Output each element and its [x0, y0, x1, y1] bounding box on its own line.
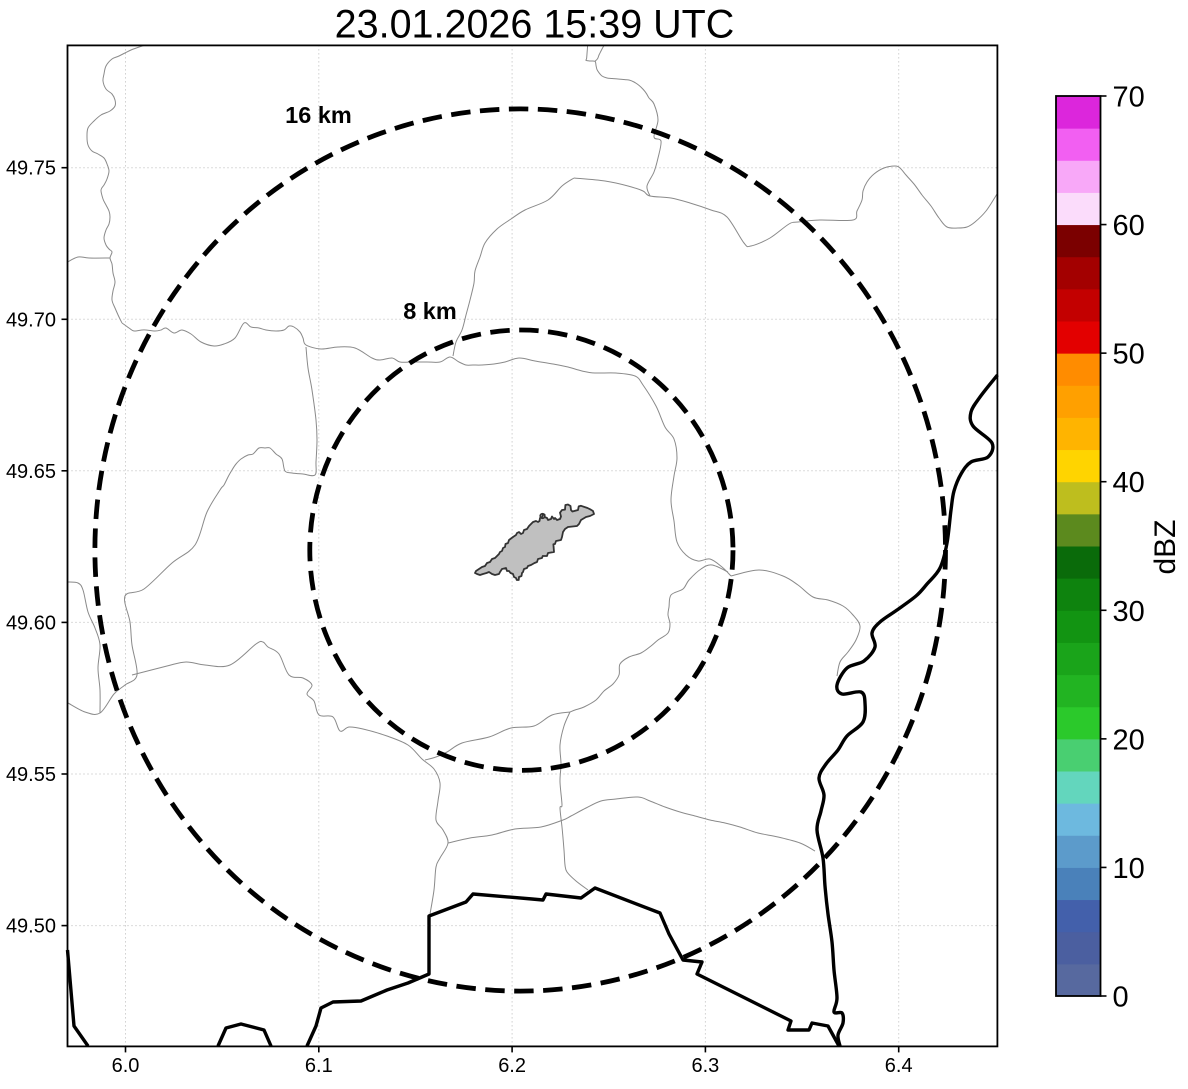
svg-text:49.75: 49.75	[6, 158, 56, 180]
svg-text:6.3: 6.3	[691, 1055, 719, 1077]
svg-text:49.65: 49.65	[6, 461, 56, 483]
svg-text:50: 50	[1113, 339, 1145, 371]
svg-text:20: 20	[1113, 724, 1145, 756]
svg-text:6.1: 6.1	[305, 1055, 333, 1077]
svg-text:49.55: 49.55	[6, 764, 56, 786]
svg-text:30: 30	[1113, 596, 1145, 628]
svg-text:49.60: 49.60	[6, 612, 56, 634]
svg-text:49.50: 49.50	[6, 916, 56, 938]
svg-text:40: 40	[1113, 467, 1145, 499]
svg-text:23.01.2026 15:39 UTC: 23.01.2026 15:39 UTC	[335, 3, 735, 47]
svg-text:dBZ: dBZ	[1149, 519, 1182, 574]
svg-text:49.70: 49.70	[6, 309, 56, 331]
svg-text:60: 60	[1113, 210, 1145, 242]
svg-text:6.0: 6.0	[112, 1055, 140, 1077]
svg-text:6.2: 6.2	[498, 1055, 526, 1077]
svg-text:0: 0	[1113, 982, 1129, 1014]
svg-text:70: 70	[1113, 82, 1145, 114]
svg-text:16 km: 16 km	[285, 102, 352, 128]
svg-text:8 km: 8 km	[403, 298, 457, 324]
svg-text:10: 10	[1113, 853, 1145, 885]
svg-text:6.4: 6.4	[885, 1055, 913, 1077]
